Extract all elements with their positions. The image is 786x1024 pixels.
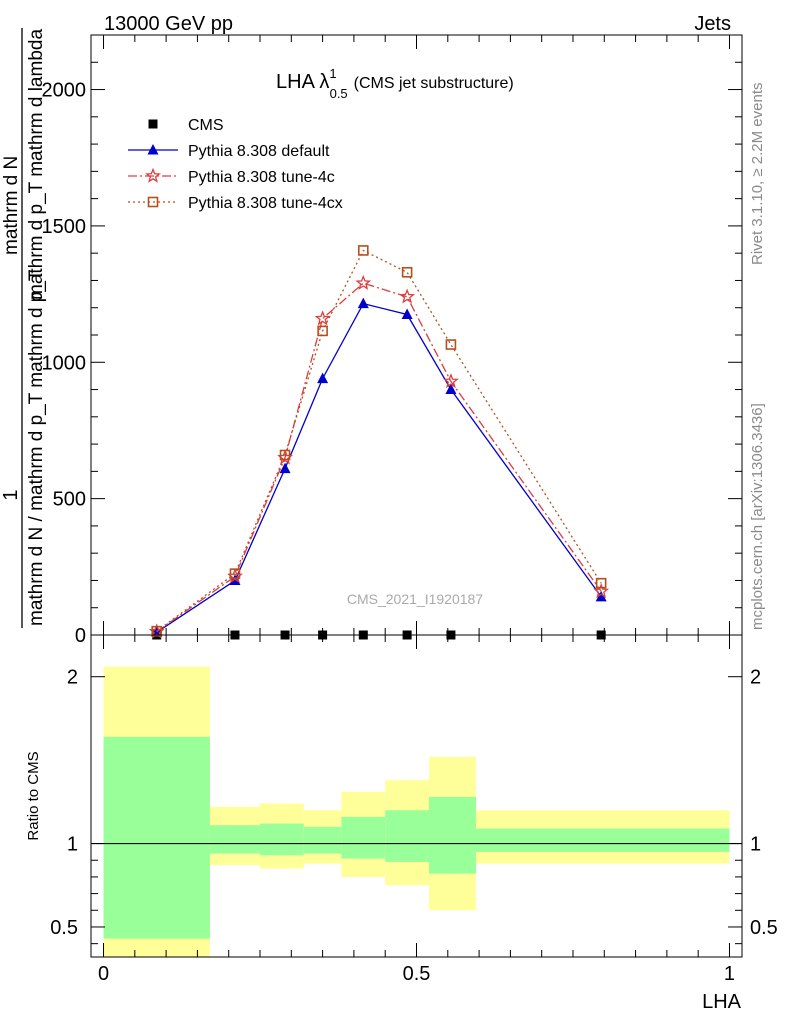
y-tick-label: 500 — [53, 489, 86, 511]
y-tick-label: 1000 — [42, 352, 87, 374]
ratio-band-inner — [103, 736, 210, 939]
ratio-ylabel: Ratio to CMS — [25, 751, 42, 840]
point-pythia-8-308-tune-4c — [314, 310, 331, 326]
ratio-band-inner — [475, 828, 730, 852]
point-pythia-8-308-tune-4cx — [229, 568, 241, 579]
point-pythia-8-308-default — [279, 462, 291, 474]
ratio-band-inner — [209, 825, 261, 854]
point-pythia-8-308-tune-4c — [443, 373, 459, 389]
point-pythia-8-308-default — [317, 372, 329, 384]
series-line-pythia-8-308-tune-4c — [156, 282, 602, 633]
x-tick-label: 1 — [724, 963, 735, 985]
ratio-axis-ticks: 0.5 0.5 1 1 2 2 0 0.5 1 — [50, 635, 778, 985]
point-pythia-8-308-default — [445, 383, 457, 395]
y-tick-label: 0 — [75, 625, 86, 647]
y-tick-label: 1500 — [42, 216, 87, 238]
point-pythia-8-308-tune-4cx — [357, 245, 369, 256]
point-pythia-8-308-tune-4cx — [445, 339, 457, 350]
ratio-y-tick-label-right: 2 — [750, 667, 761, 689]
point-pythia-8-308-tune-4cx — [317, 325, 328, 337]
ratio-band-inner — [429, 796, 476, 874]
main-title: LHA λ1 0.5 (CMS jet substructure) — [276, 66, 514, 101]
point-pythia-8-308-tune-4c — [593, 583, 610, 599]
main-title-prefix: LHA λ — [276, 71, 329, 93]
series-line-pythia-8-308-default — [156, 302, 602, 633]
mcplots-label: mcplots.cern.ch [arXiv:1306.3436] — [749, 403, 766, 630]
header-left: 13000 GeV pp — [104, 13, 233, 35]
ratio-bands — [103, 666, 730, 957]
main-title-suffix: (CMS jet substructure) — [354, 75, 514, 92]
point-pythia-8-308-tune-4c — [355, 274, 372, 290]
ratio-y-tick-label: 1 — [67, 834, 78, 856]
legend-label-cms: CMS — [188, 117, 224, 134]
legend-marker-cms — [148, 119, 158, 129]
xlabel: LHA — [702, 991, 742, 1013]
legend-label-pythia-8-308-tune-4c: Pythia 8.308 tune-4c — [188, 169, 335, 186]
x-tick-label: 0.5 — [403, 963, 431, 985]
legend-label-pythia-8-308-default: Pythia 8.308 default — [188, 143, 330, 160]
main-ylabel: 1 mathrm d N / mathrm d p_T mathrm d p_T… — [0, 28, 47, 628]
main-title-sub: 0.5 — [330, 86, 348, 101]
point-pythia-8-308-default — [357, 297, 369, 309]
y-tick-label: 2000 — [42, 80, 87, 102]
point-pythia-8-308-tune-4c — [399, 288, 415, 304]
ratio-band-inner — [303, 826, 342, 854]
point-pythia-8-308-default — [401, 308, 413, 320]
point-pythia-8-308-tune-4cx — [279, 449, 291, 461]
main-axis-ticks: 0 500 1000 1500 2000 — [42, 34, 742, 647]
header-right: Jets — [694, 13, 731, 35]
legend-marker-pythia-8-308-tune-4cx — [147, 196, 159, 208]
x-tick-label: 0 — [98, 963, 109, 985]
ratio-band-inner — [385, 810, 430, 862]
ratio-y-tick-label-right: 0.5 — [750, 917, 778, 939]
legend-marker-pythia-8-308-default — [147, 144, 159, 155]
series-line-pythia-8-308-tune-4cx — [156, 249, 602, 632]
legend-marker-pythia-8-308-tune-4c — [145, 167, 161, 183]
ratio-band-inner — [260, 823, 304, 856]
ylabel-numerator-sub: mathrm d N — [1, 156, 22, 255]
ratio-y-tick-label: 2 — [67, 667, 78, 689]
rivet-label: Rivet 3.1.10, ≥ 2.2M events — [749, 83, 766, 266]
point-pythia-8-308-tune-4cx — [151, 625, 163, 637]
legend-label-pythia-8-308-tune-4cx: Pythia 8.308 tune-4cx — [188, 195, 343, 212]
point-pythia-8-308-default — [595, 590, 607, 602]
watermark: CMS_2021_I1920187 — [347, 591, 483, 607]
ylabel-numerator-tail: mathrm d p_T mathrm d lambda — [26, 29, 47, 300]
ratio-y-tick-label: 0.5 — [50, 917, 78, 939]
main-plot: 0 500 1000 1500 2000 CMS_2021_I1920187 LHA λ… — [42, 34, 743, 647]
point-pythia-8-308-tune-4cx — [595, 577, 607, 589]
main-title-sup: 1 — [329, 66, 336, 81]
ratio-y-tick-label-right: 1 — [750, 834, 761, 856]
ylabel-denominator: mathrm d N / mathrm d p_T mathrm d p_T — [26, 269, 47, 626]
ylabel-one: 1 — [0, 489, 22, 500]
point-pythia-8-308-tune-4cx — [401, 266, 413, 278]
main-series-group — [148, 245, 610, 640]
legend: CMS Pythia 8.308 default Pythia 8.308 tune… — [128, 117, 343, 212]
ratio-plot: 0.5 0.5 1 1 2 2 0 0.5 1 — [50, 634, 778, 985]
ratio-band-inner — [341, 816, 386, 859]
